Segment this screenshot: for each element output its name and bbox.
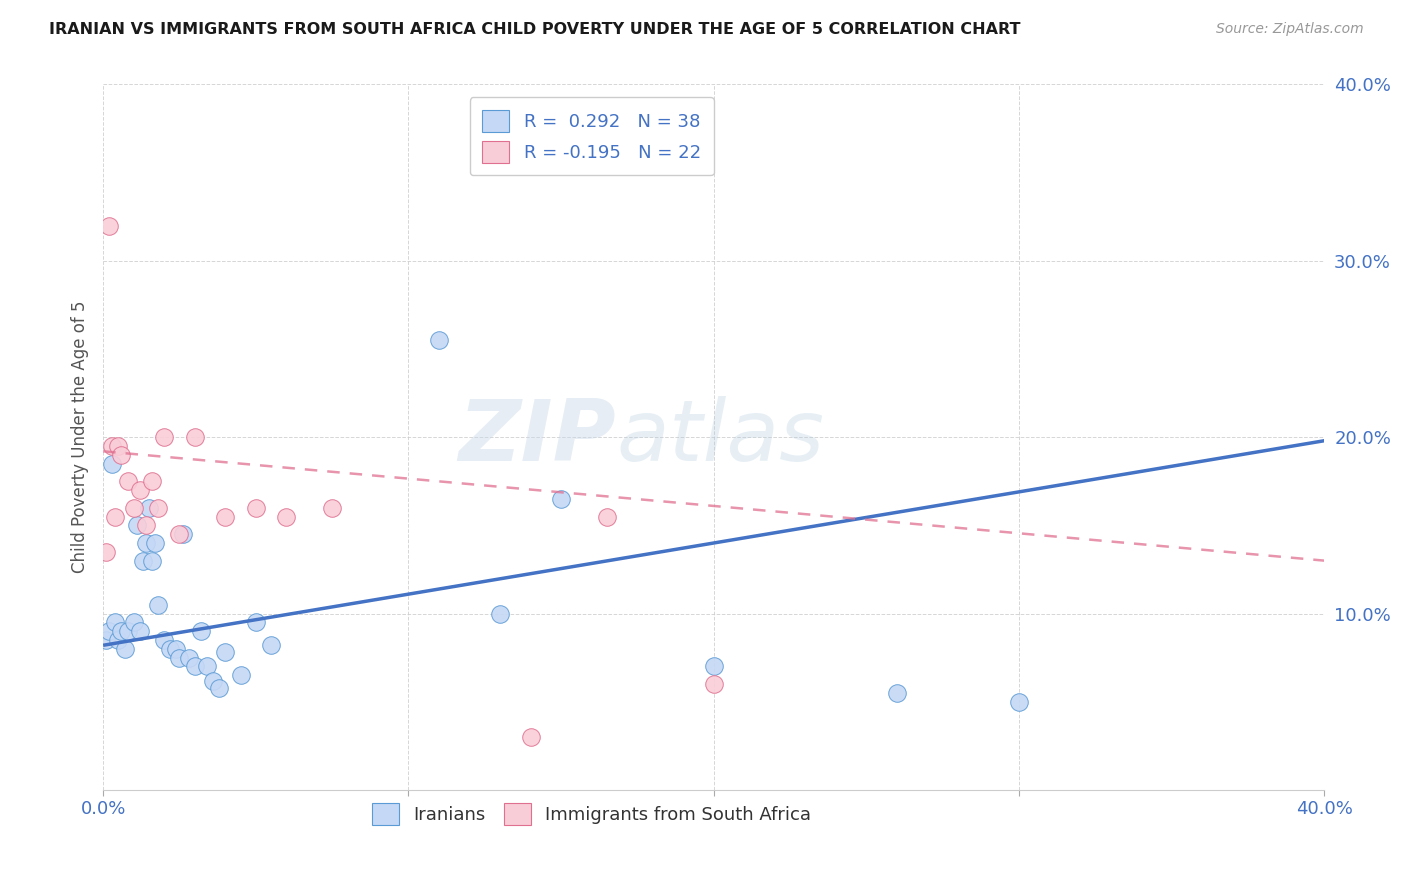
Point bbox=[208, 681, 231, 695]
Point bbox=[260, 638, 283, 652]
Text: IRANIAN VS IMMIGRANTS FROM SOUTH AFRICA CHILD POVERTY UNDER THE AGE OF 5 CORRELA: IRANIAN VS IMMIGRANTS FROM SOUTH AFRICA … bbox=[49, 22, 1021, 37]
Point bbox=[104, 509, 127, 524]
Point bbox=[128, 483, 150, 497]
Point bbox=[214, 645, 236, 659]
Legend: Iranians, Immigrants from South Africa: Iranians, Immigrants from South Africa bbox=[363, 794, 820, 834]
Point bbox=[183, 430, 205, 444]
Point bbox=[146, 598, 169, 612]
Point bbox=[153, 430, 176, 444]
Point bbox=[122, 615, 145, 630]
Point bbox=[96, 632, 118, 647]
Point bbox=[141, 475, 163, 489]
Point bbox=[135, 518, 157, 533]
Point bbox=[172, 527, 194, 541]
Point bbox=[177, 650, 200, 665]
Point bbox=[229, 668, 252, 682]
Point bbox=[138, 500, 160, 515]
Point bbox=[1008, 695, 1031, 709]
Point bbox=[153, 632, 176, 647]
Point bbox=[214, 509, 236, 524]
Point bbox=[107, 632, 129, 647]
Point bbox=[98, 219, 121, 233]
Point bbox=[703, 677, 725, 691]
Point bbox=[101, 439, 124, 453]
Point bbox=[190, 624, 212, 639]
Point bbox=[550, 491, 572, 506]
Point bbox=[117, 475, 139, 489]
Point bbox=[135, 536, 157, 550]
Text: ZIP: ZIP bbox=[458, 396, 616, 479]
Point bbox=[141, 554, 163, 568]
Point bbox=[276, 509, 298, 524]
Y-axis label: Child Poverty Under the Age of 5: Child Poverty Under the Age of 5 bbox=[72, 301, 89, 574]
Point bbox=[183, 659, 205, 673]
Point bbox=[169, 650, 191, 665]
Point bbox=[703, 659, 725, 673]
Point bbox=[159, 641, 181, 656]
Point bbox=[321, 500, 343, 515]
Point bbox=[886, 686, 908, 700]
Point bbox=[245, 615, 267, 630]
Point bbox=[96, 545, 118, 559]
Point bbox=[107, 439, 129, 453]
Point bbox=[125, 518, 148, 533]
Point bbox=[128, 624, 150, 639]
Point bbox=[195, 659, 218, 673]
Point bbox=[114, 641, 136, 656]
Point bbox=[596, 509, 619, 524]
Point bbox=[489, 607, 512, 621]
Point bbox=[202, 673, 225, 688]
Point bbox=[245, 500, 267, 515]
Point bbox=[98, 624, 121, 639]
Point bbox=[143, 536, 166, 550]
Point bbox=[519, 730, 541, 744]
Point bbox=[427, 333, 450, 347]
Point bbox=[165, 641, 187, 656]
Point bbox=[132, 554, 155, 568]
Point bbox=[104, 615, 127, 630]
Point bbox=[122, 500, 145, 515]
Point bbox=[101, 457, 124, 471]
Point bbox=[110, 624, 132, 639]
Point bbox=[146, 500, 169, 515]
Point bbox=[169, 527, 191, 541]
Text: Source: ZipAtlas.com: Source: ZipAtlas.com bbox=[1216, 22, 1364, 37]
Text: atlas: atlas bbox=[616, 396, 824, 479]
Point bbox=[110, 448, 132, 462]
Point bbox=[117, 624, 139, 639]
